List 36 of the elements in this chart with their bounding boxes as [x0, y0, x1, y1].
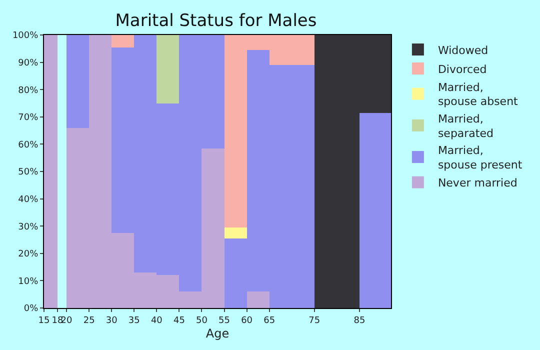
legend-label: Never married [438, 176, 518, 190]
legend-label: Married, separated [438, 112, 494, 140]
x-tick-label: 85 [354, 316, 366, 326]
x-tick-label: 15 [38, 316, 50, 326]
bar [156, 35, 180, 104]
y-tick-label: 60% [18, 140, 39, 150]
x-tick-label: 45 [173, 316, 185, 326]
y-tick-label: 80% [18, 86, 39, 96]
bar [66, 35, 90, 128]
x-tick-label: 60 [241, 316, 253, 326]
bar [224, 227, 247, 238]
bar [112, 35, 134, 48]
y-tick-label: 50% [18, 168, 39, 178]
legend-label: Married, spouse present [438, 144, 523, 172]
bar [246, 292, 270, 308]
y-tick-label: 100% [12, 31, 39, 42]
x-tick-label: 40 [150, 316, 163, 326]
y-tick-label: 90% [18, 58, 39, 68]
x-tick-label: 55 [218, 316, 230, 326]
x-tick-label: 30 [106, 316, 118, 326]
y-tick-label: 70% [18, 113, 39, 124]
y-tick-label: 30% [18, 222, 39, 232]
legend-label: Married, spouse absent [438, 80, 519, 108]
x-axis-title: Age [206, 326, 230, 341]
y-tick-label: 0% [24, 304, 39, 314]
x-tick-label: 25 [83, 316, 95, 326]
legend-label: Widowed [438, 44, 488, 57]
chart-title: Marital Status for Males [115, 10, 317, 31]
legend-label: Divorced [438, 62, 487, 76]
y-tick-label: 10% [18, 276, 39, 287]
x-tick-label: 65 [264, 316, 276, 326]
y-tick-label: 20% [18, 250, 39, 260]
x-tick-label: 35 [128, 316, 140, 326]
y-tick-label: 40% [18, 194, 39, 205]
x-tick-label: 50 [196, 316, 208, 326]
x-tick-label: 75 [308, 316, 320, 326]
